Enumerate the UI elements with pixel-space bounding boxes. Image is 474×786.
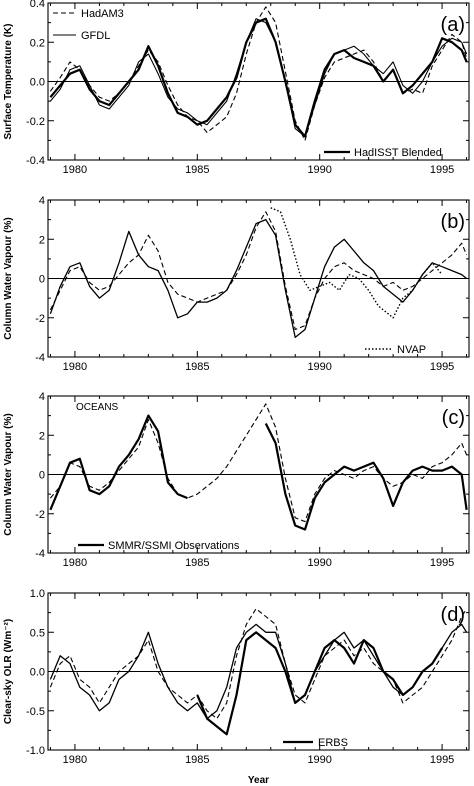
- series-line-hadam3: [49, 403, 468, 523]
- x-tick-label: 1990: [307, 361, 331, 373]
- y-tick-label: -0.5: [26, 706, 45, 718]
- y-tick-label: 0.2: [30, 37, 45, 49]
- series-line-smmr-ssmi-observations: [49, 414, 468, 531]
- y-tick-label: 0: [39, 274, 45, 286]
- x-tick-label: 1995: [430, 754, 454, 766]
- y-tick-label: -1.0: [26, 745, 45, 757]
- annotation-top: OCEANS: [76, 402, 119, 413]
- series-line-hadam3: [49, 6, 468, 141]
- y-tick-label: 1.0: [30, 588, 45, 600]
- y-tick-label: 4: [39, 195, 45, 207]
- y-tick-label: -2: [35, 313, 45, 325]
- series-line-gfdl: [49, 18, 468, 137]
- x-tick-label: 1980: [63, 164, 87, 176]
- y-tick-label: -0.4: [26, 155, 45, 167]
- series-line-hadisst-blended: [49, 17, 468, 138]
- y-tick-label: -0.2: [26, 116, 45, 128]
- y-tick-label: -4: [35, 352, 45, 364]
- y-axis-label: Column Water Vapour (%): [3, 413, 14, 535]
- series-line-hadam3: [49, 211, 468, 331]
- panel-label: (d): [441, 604, 465, 626]
- x-tick-label: 1995: [430, 361, 454, 373]
- y-axis-label: Column Water Vapour (%): [3, 217, 14, 339]
- x-tick-label: 1985: [185, 754, 209, 766]
- x-tick-label: 1980: [63, 361, 87, 373]
- x-tick-label: 1995: [430, 557, 454, 569]
- x-tick-label: 1980: [63, 557, 87, 569]
- panel-label: (c): [442, 407, 465, 429]
- x-axis-label: Year: [248, 775, 269, 786]
- x-tick-label: 1985: [185, 557, 209, 569]
- annotation-label: HadISST Blended: [354, 147, 442, 159]
- y-axis-label: Clear-sky OLR (Wm⁻²): [3, 619, 14, 724]
- y-tick-label: 0.0: [30, 667, 45, 679]
- x-tick-label: 1980: [63, 754, 87, 766]
- y-tick-label: 0.4: [30, 0, 45, 10]
- legend-label: HadAM3: [81, 8, 124, 20]
- y-axis-label: Surface Temperature (K): [3, 24, 14, 140]
- series-line-erbs: [196, 631, 444, 736]
- annotation-label: NVAP: [397, 344, 426, 356]
- legend-label: GFDL: [81, 30, 110, 42]
- x-tick-label: 1985: [185, 164, 209, 176]
- y-tick-label: -4: [35, 548, 45, 560]
- x-tick-label: 1990: [307, 164, 331, 176]
- x-tick-label: 1985: [185, 361, 209, 373]
- annotation-label: ERBS: [318, 737, 348, 749]
- panel-b: 1980 1985 1990 1995 -4 -2 0 2 4 Column Water Vapo…: [3, 195, 470, 373]
- panel-label: (a): [441, 14, 465, 36]
- x-tick-label: 1990: [307, 754, 331, 766]
- panel-label: (b): [441, 211, 465, 233]
- panel-c: 1980 1985 1990 1995 -4 -2 0 2 4 Column Water Vapo…: [3, 391, 470, 569]
- y-tick-label: 4: [39, 391, 45, 403]
- panel-d: 1980 1985 1990 1995 -1.0 -0.5 0.0 0.5 1.0 Clear-s…: [3, 588, 470, 786]
- y-tick-label: 0: [39, 470, 45, 482]
- y-tick-label: 0.5: [30, 627, 45, 639]
- y-tick-label: 2: [39, 430, 45, 442]
- x-tick-label: 1990: [307, 557, 331, 569]
- x-tick-label: 1995: [430, 164, 454, 176]
- panel-a: 1980 1985 1990 1995 -0.4 -0.2 0.0 0.2 0.4 Surface…: [3, 0, 470, 176]
- y-tick-label: 0.0: [30, 77, 45, 89]
- series-line-model: [49, 218, 468, 339]
- series-line-nvap: [270, 207, 443, 319]
- series-line-hadam3: [49, 608, 468, 720]
- y-tick-label: 2: [39, 234, 45, 246]
- y-tick-label: -2: [35, 509, 45, 521]
- annotation-label: SMMR/SSMI Observations: [108, 540, 240, 552]
